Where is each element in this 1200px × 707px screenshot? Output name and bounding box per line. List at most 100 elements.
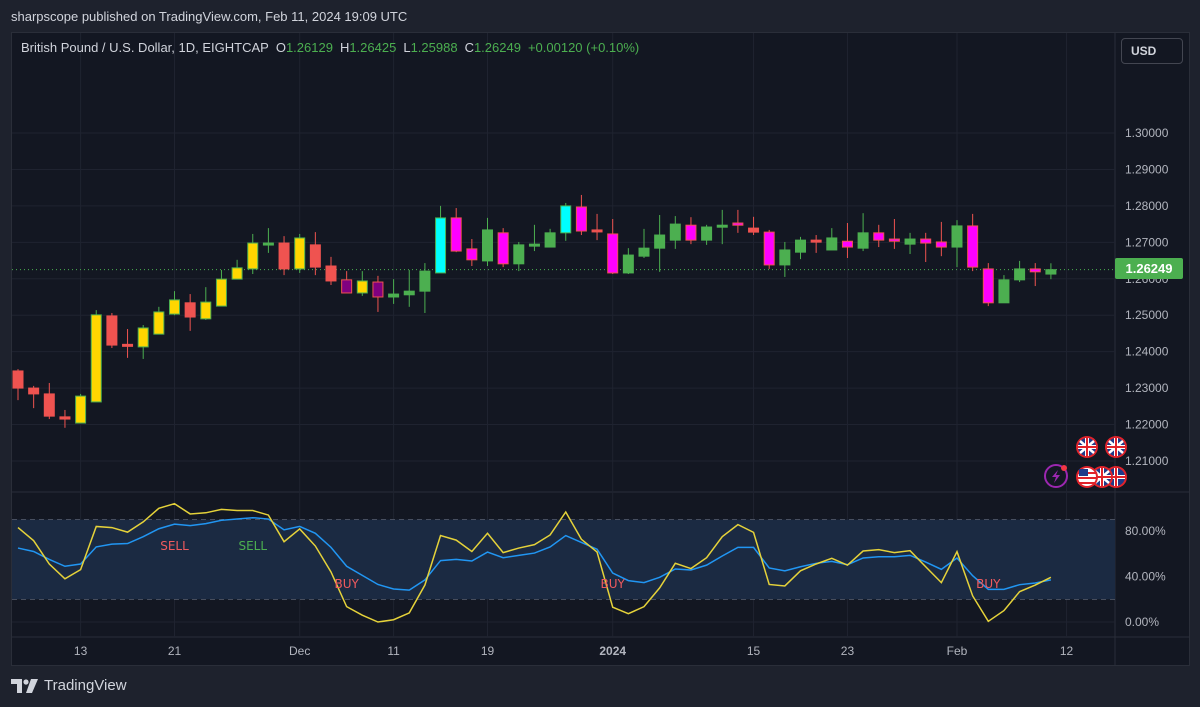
candle — [435, 205, 447, 274]
candle — [560, 202, 572, 241]
candle — [826, 228, 838, 251]
candle-body — [982, 268, 994, 304]
published-caption: sharpscope published on TradingView.com,… — [11, 9, 408, 24]
candle-body — [184, 302, 196, 318]
event-icons — [1044, 436, 1127, 488]
candle — [575, 194, 587, 236]
candle — [685, 217, 697, 245]
candle — [920, 232, 932, 262]
candle — [43, 382, 55, 420]
candle-body — [560, 205, 572, 234]
candle-body — [341, 279, 353, 294]
candle — [701, 224, 713, 245]
candle — [59, 409, 71, 428]
signal-labels: SELL SELL BUY BUY BUY — [160, 539, 1001, 591]
close-value: 1.26249 — [473, 40, 521, 55]
candle-body — [622, 254, 634, 274]
us-flag-icon[interactable] — [1076, 466, 1098, 488]
uk-flag-icon[interactable] — [1076, 436, 1098, 458]
close-label: C — [464, 40, 474, 55]
uk-flag-icon[interactable] — [1105, 436, 1127, 458]
price-tick-label: 1.28000 — [1125, 199, 1169, 213]
candle-body — [591, 229, 603, 233]
candle-body — [654, 234, 666, 249]
low-label: L — [403, 40, 411, 55]
time-tick-label: 11 — [387, 644, 400, 658]
candle-body — [215, 278, 227, 307]
candle — [967, 213, 979, 272]
candle-body — [388, 293, 400, 298]
candle — [247, 233, 259, 275]
footer: TradingView — [11, 677, 127, 694]
candle — [450, 208, 462, 253]
currency-button[interactable]: USD — [1121, 38, 1183, 64]
time-tick-label: 12 — [1060, 644, 1074, 658]
candle — [106, 313, 118, 348]
candle-body — [466, 248, 478, 261]
symbol-title[interactable]: British Pound / U.S. Dollar, 1D, EIGHTCA… — [21, 40, 269, 55]
candle — [419, 263, 431, 314]
candle-body — [309, 244, 321, 268]
time-tick-label: 19 — [481, 644, 495, 658]
candle — [28, 385, 40, 409]
candle-body — [294, 237, 306, 270]
footer-brand[interactable]: TradingView — [44, 677, 127, 694]
price-tick-label: 1.30000 — [1125, 126, 1169, 140]
candle-body — [278, 242, 290, 270]
candle-body — [435, 217, 447, 274]
candle — [638, 228, 650, 258]
candle — [841, 223, 853, 258]
candle-body — [967, 225, 979, 268]
candle-body — [904, 238, 916, 245]
candle-body — [795, 239, 806, 253]
tradingview-logo-icon — [11, 678, 38, 693]
indicator-lines — [17, 502, 1052, 623]
candle — [137, 325, 149, 359]
candle-body — [75, 395, 87, 424]
candle-body — [826, 237, 838, 251]
candle — [607, 218, 619, 275]
time-tick-label: 21 — [168, 644, 182, 658]
candles — [12, 194, 1057, 428]
candle — [935, 221, 947, 257]
candle — [231, 259, 243, 280]
lightning-icon[interactable] — [1044, 464, 1068, 488]
candle — [12, 369, 24, 401]
candle-body — [43, 393, 55, 417]
open-label: O — [275, 40, 286, 55]
candle-body — [701, 226, 713, 241]
candle — [122, 329, 134, 358]
price-tick-label: 1.25000 — [1125, 308, 1169, 322]
candle-body — [419, 270, 431, 292]
indicator-tick-label: 0.00% — [1125, 615, 1159, 629]
candle-body — [888, 238, 900, 242]
candle — [1014, 260, 1026, 283]
candle — [888, 218, 900, 249]
buy-signal-label: BUY — [334, 577, 359, 591]
high-value: 1.26425 — [349, 40, 397, 55]
candle-body — [497, 232, 509, 265]
candle-body — [951, 225, 963, 248]
candle — [622, 248, 634, 275]
candle-body — [231, 267, 243, 280]
sell-signal-label: SELL — [160, 539, 189, 553]
candle-body — [12, 370, 24, 389]
candle-body — [841, 240, 853, 248]
candle-body — [169, 299, 180, 315]
candle-body — [575, 206, 587, 232]
indicator-tick-label: 40.00% — [1125, 570, 1166, 584]
candle-body — [106, 315, 118, 346]
candle — [90, 310, 102, 403]
time-axis-bg — [12, 637, 1115, 665]
candle-body — [638, 247, 650, 257]
price-tick-label: 1.27000 — [1125, 235, 1169, 249]
candle-body — [685, 224, 697, 241]
candle — [795, 236, 806, 260]
candle — [513, 241, 525, 272]
candle — [982, 263, 994, 307]
candle — [732, 209, 744, 233]
change-value: +0.00120 (+0.10%) — [527, 40, 640, 55]
candle-body — [1014, 268, 1026, 281]
candle-body — [716, 224, 728, 228]
